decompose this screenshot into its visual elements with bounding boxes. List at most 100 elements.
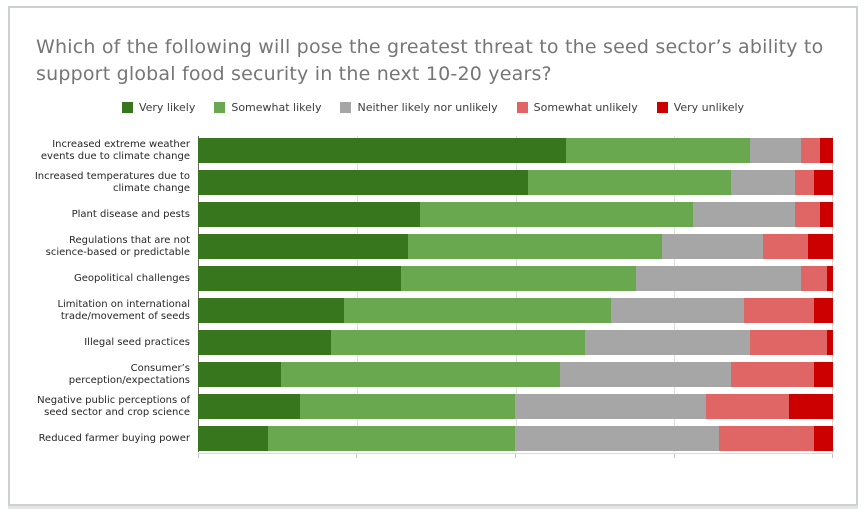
bar-segment-somewhat-unlikely (794, 170, 814, 195)
chart-rows: Increased extreme weather events due to … (26, 136, 833, 452)
stacked-bar-chart: Increased extreme weather events due to … (26, 136, 833, 460)
bar-track (198, 234, 833, 259)
legend-label: Neither likely nor unlikely (357, 101, 498, 114)
bar-segment-somewhat-likely (344, 298, 611, 323)
bar-segment-somewhat-unlikely (705, 394, 789, 419)
category-row: Consumer’s perception/expectations (26, 362, 833, 387)
category-row: Limitation on international trade/moveme… (26, 298, 833, 323)
legend-swatch-icon (340, 102, 352, 113)
legend-swatch-icon (656, 102, 668, 113)
bar-track (198, 330, 833, 355)
legend-swatch-icon (121, 102, 133, 113)
bar-segment-somewhat-likely (331, 330, 586, 355)
bar-segment-very-unlikely (813, 298, 833, 323)
bar-segment-somewhat-likely (299, 394, 516, 419)
bar-segment-very-likely (198, 362, 281, 387)
bar-segment-very-unlikely (788, 394, 833, 419)
legend-item-somewhat-unlikely: Somewhat unlikely (516, 101, 638, 114)
bar-segment-very-unlikely (807, 234, 833, 259)
gridline-100 (832, 136, 833, 452)
bar-segment-very-likely (198, 170, 529, 195)
category-label: Limitation on international trade/moveme… (57, 298, 190, 322)
axis-tick-75 (673, 454, 675, 458)
bar-segment-neither-likely-nor-unlikely (585, 330, 751, 355)
legend-label: Somewhat likely (231, 101, 322, 114)
category-row: Illegal seed practices (26, 330, 833, 355)
bar-segment-somewhat-unlikely (750, 330, 827, 355)
category-label: Increased temperatures due to climate ch… (34, 170, 190, 194)
category-row: Reduced farmer buying power (26, 426, 833, 451)
bar-segment-very-unlikely (826, 330, 833, 355)
bar-segment-somewhat-likely (280, 362, 560, 387)
chart-card: Which of the following will pose the gre… (8, 6, 858, 506)
category-label: Regulations that are not science-based o… (45, 234, 190, 258)
bar-segment-very-unlikely (813, 426, 833, 451)
legend-swatch-icon (516, 102, 528, 113)
bar-segment-neither-likely-nor-unlikely (731, 170, 795, 195)
legend-label: Very likely (138, 101, 196, 114)
category-label: Reduced farmer buying power (38, 432, 190, 444)
bar-segment-very-unlikely (826, 266, 833, 291)
legend-swatch-icon (214, 102, 226, 113)
bar-track (198, 298, 833, 323)
axis-tick-50 (515, 454, 516, 458)
bar-segment-somewhat-likely (401, 266, 637, 291)
bar-track (198, 170, 833, 195)
bar-track (198, 266, 833, 291)
bar-segment-very-likely (198, 330, 332, 355)
bar-segment-very-unlikely (813, 170, 833, 195)
bar-segment-very-likely (198, 394, 300, 419)
category-row: Increased temperatures due to climate ch… (26, 170, 833, 195)
category-row: Geopolitical challenges (26, 266, 833, 291)
bar-segment-somewhat-likely (566, 138, 751, 163)
axis-tick-100 (832, 454, 833, 458)
bar-segment-somewhat-likely (420, 202, 694, 227)
bar-segment-very-likely (198, 266, 402, 291)
bar-track (198, 138, 833, 163)
bar-segment-neither-likely-nor-unlikely (636, 266, 802, 291)
chart-title: Which of the following will pose the gre… (36, 36, 824, 85)
bar-segment-neither-likely-nor-unlikely (661, 234, 764, 259)
legend-item-somewhat-likely: Somewhat likely (214, 101, 321, 114)
bar-segment-somewhat-unlikely (718, 426, 814, 451)
bar-segment-very-likely (198, 234, 408, 259)
category-row: Negative public perceptions of seed sect… (26, 394, 833, 419)
bar-track (198, 394, 833, 419)
bar-segment-somewhat-unlikely (731, 362, 814, 387)
legend-item-very-unlikely: Very unlikely (656, 101, 745, 114)
bar-segment-neither-likely-nor-unlikely (515, 394, 706, 419)
bar-segment-very-likely (198, 138, 567, 163)
bar-track (198, 426, 833, 451)
legend-item-very-likely: Very likely (121, 101, 196, 114)
bar-segment-somewhat-unlikely (763, 234, 808, 259)
axis-tick-0 (197, 454, 199, 458)
category-label: Increased extreme weather events due to … (40, 138, 190, 162)
gridline-75 (674, 136, 675, 452)
bar-segment-somewhat-unlikely (801, 138, 821, 163)
category-row: Increased extreme weather events due to … (26, 138, 833, 163)
category-row: Regulations that are not science-based o… (26, 234, 833, 259)
bar-segment-neither-likely-nor-unlikely (750, 138, 802, 163)
bar-segment-very-unlikely (813, 362, 833, 387)
legend-item-neither-likely-nor-unlikely: Neither likely nor unlikely (340, 101, 498, 114)
legend: Very likely Somewhat likely Neither likely… (10, 101, 856, 114)
bar-segment-very-unlikely (820, 202, 833, 227)
bar-segment-neither-likely-nor-unlikely (515, 426, 719, 451)
bar-segment-neither-likely-nor-unlikely (693, 202, 795, 227)
bar-segment-very-likely (198, 298, 345, 323)
bar-segment-very-unlikely (820, 138, 833, 163)
bar-segment-somewhat-likely (407, 234, 662, 259)
gridline-25 (357, 136, 358, 452)
axis-tick-25 (356, 454, 358, 458)
plot-gridlines (198, 136, 833, 452)
bar-segment-somewhat-likely (267, 426, 516, 451)
bar-segment-somewhat-unlikely (801, 266, 827, 291)
category-label: Illegal seed practices (84, 336, 190, 348)
category-label: Geopolitical challenges (73, 272, 190, 284)
category-label: Negative public perceptions of seed sect… (37, 394, 190, 418)
legend-label: Very unlikely (673, 101, 745, 114)
bar-segment-very-likely (198, 202, 421, 227)
bar-track (198, 202, 833, 227)
bar-segment-neither-likely-nor-unlikely (610, 298, 745, 323)
